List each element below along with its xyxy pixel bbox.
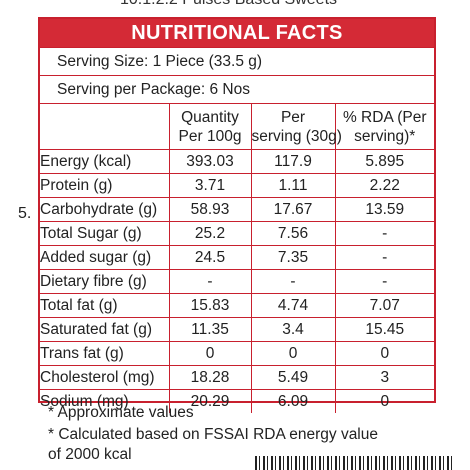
header-rda-line2: serving)*	[354, 127, 416, 145]
header-per-serving: Per serving (30g)	[250, 103, 342, 150]
value-per-serving: 3.4	[250, 317, 336, 342]
value-rda: 5.895	[334, 149, 434, 174]
header-rda-line1: % RDA (Per	[342, 108, 427, 126]
table-row: Dietary fibre (g) - - -	[40, 269, 434, 294]
header-per-100g-line1: Quantity	[181, 108, 239, 126]
value-per-serving: 0	[250, 341, 336, 366]
value-rda: 3	[334, 365, 434, 390]
table-row: Saturated fat (g) 11.35 3.4 15.45	[40, 317, 434, 342]
nutrient-name: Total Sugar (g)	[40, 221, 170, 246]
value-per-serving: 7.56	[250, 221, 336, 246]
value-per-100g: 0	[168, 341, 252, 366]
value-per-serving: 117.9	[250, 149, 336, 174]
servings-per-package: Serving per Package: 6 Nos	[40, 75, 434, 103]
value-rda: -	[334, 245, 434, 270]
value-per-100g: -	[168, 269, 252, 294]
serving-size: Serving Size: 1 Piece (33.5 g)	[40, 47, 434, 75]
value-per-100g: 393.03	[168, 149, 252, 174]
footnote-rda-basis: * Calculated based on FSSAI RDA energy v…	[48, 426, 378, 443]
value-per-100g: 18.28	[168, 365, 252, 390]
value-per-serving: 4.74	[250, 293, 336, 318]
header-per-serving-line1: Per	[280, 108, 306, 126]
nutrient-name: Protein (g)	[40, 173, 170, 198]
value-per-serving: 7.35	[250, 245, 336, 270]
header-rda: % RDA (Per serving)*	[334, 103, 434, 150]
header-nutrient	[40, 103, 170, 150]
table-row: Sodium (mg) 20.29 6.09 0	[40, 389, 434, 413]
header-per-serving-line2: serving (30g)	[251, 127, 342, 145]
value-rda: 13.59	[334, 197, 434, 222]
value-rda: 15.45	[334, 317, 434, 342]
table-header-row: Quantity Per 100g Per serving (30g) % RD…	[40, 103, 434, 150]
nutrient-name: Sodium (mg)	[40, 389, 170, 413]
value-rda: 0	[334, 389, 434, 413]
table-row: Trans fat (g) 0 0 0	[40, 341, 434, 366]
nutrition-table: Quantity Per 100g Per serving (30g) % RD…	[40, 103, 434, 413]
section-heading: 10.1.2.2 Pulses Based Sweets	[120, 0, 337, 9]
value-per-100g: 25.2	[168, 221, 252, 246]
nutrient-name: Added sugar (g)	[40, 245, 170, 270]
footnote-energy-value: of 2000 kcal	[48, 446, 132, 463]
table-row: Carbohydrate (g) 58.93 17.67 13.59	[40, 197, 434, 222]
value-per-100g: 11.35	[168, 317, 252, 342]
value-rda: -	[334, 221, 434, 246]
table-row: Total Sugar (g) 25.2 7.56-	[40, 221, 434, 246]
table-row: Protein (g) 3.71 1.11 2.22	[40, 173, 434, 198]
item-number: 5.	[18, 205, 32, 222]
value-rda: -	[334, 269, 434, 294]
value-per-serving: 5.49	[250, 365, 336, 390]
barcode-strip	[255, 456, 455, 470]
value-per-100g: 3.71	[168, 173, 252, 198]
nutrition-facts-panel: NUTRITIONAL FACTS Serving Size: 1 Piece …	[38, 17, 436, 413]
footnote-approximate: * Approximate values	[48, 404, 194, 421]
header-per-100g-line2: Per 100g	[178, 127, 242, 145]
nutrient-name: Carbohydrate (g)	[40, 197, 170, 222]
nutrient-name: Saturated fat (g)	[40, 317, 170, 342]
value-per-serving: 1.11	[250, 173, 336, 198]
value-per-serving: -	[250, 269, 336, 294]
table-row: Cholesterol (mg) 18.28 5.49 3	[40, 365, 434, 390]
nutrient-name: Cholesterol (mg)	[40, 365, 170, 390]
value-per-100g: 24.5	[168, 245, 252, 270]
nutrient-name: Total fat (g)	[40, 293, 170, 318]
nutrient-name: Trans fat (g)	[40, 341, 170, 366]
nutrient-name: Energy (kcal)	[40, 149, 170, 174]
value-rda: 2.22	[334, 173, 434, 198]
panel-title: NUTRITIONAL FACTS	[40, 19, 434, 47]
value-rda: 7.07	[334, 293, 434, 318]
table-row: Added sugar (g) 24.5 7.35-	[40, 245, 434, 270]
header-per-100g: Quantity Per 100g	[168, 103, 252, 150]
value-per-serving: 6.09	[250, 389, 336, 413]
value-per-serving: 17.67	[250, 197, 336, 222]
value-rda: 0	[334, 341, 434, 366]
value-per-100g: 58.93	[168, 197, 252, 222]
table-row: Total fat (g) 15.83 4.74 7.07	[40, 293, 434, 318]
nutrient-name: Dietary fibre (g)	[40, 269, 170, 294]
table-row: Energy (kcal) 393.03 117.9 5.895	[40, 149, 434, 174]
value-per-100g: 15.83	[168, 293, 252, 318]
